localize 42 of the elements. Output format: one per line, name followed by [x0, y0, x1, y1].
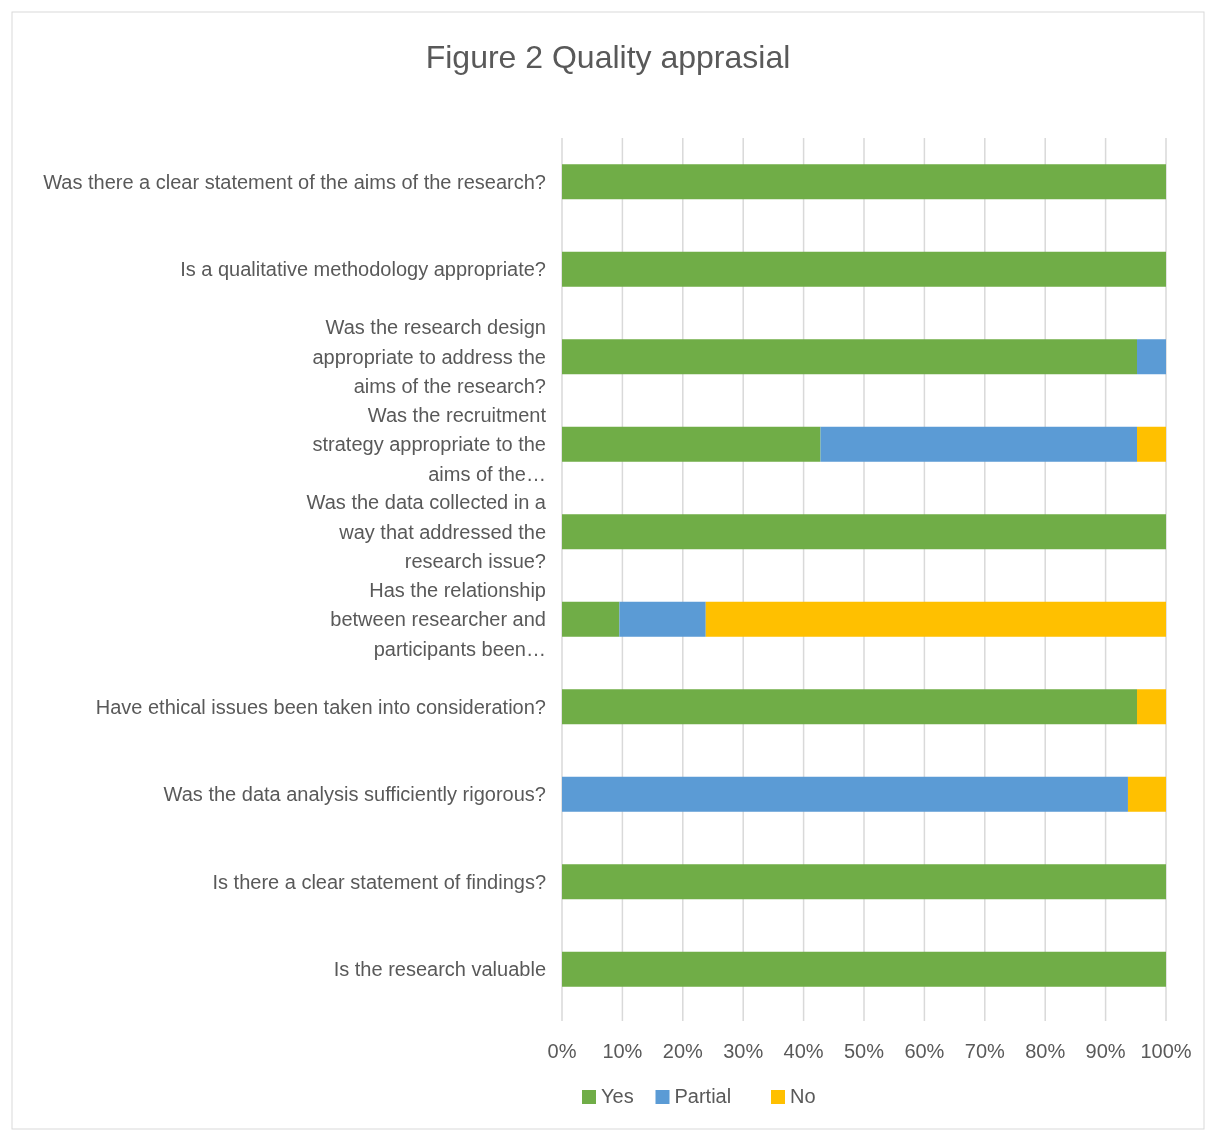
x-tick-label: 30%	[723, 1040, 764, 1062]
x-tick-label: 40%	[783, 1040, 824, 1062]
chart-title: Figure 2 Quality apprasial	[425, 39, 791, 75]
bar	[820, 426, 1138, 462]
y-tick-label: Was the data collected in a way that addressed the research issue?	[306, 491, 547, 573]
legend-label: Yes	[601, 1085, 634, 1107]
y-tick-label: Was the data analysis sufficiently rigorous?	[163, 783, 546, 806]
bar	[562, 951, 1166, 987]
bar	[1137, 426, 1166, 462]
bar	[562, 514, 1166, 550]
x-tick-label: 10%	[602, 1040, 643, 1062]
y-tick-label: Was the research design appropriate to address the aims of the research?	[312, 316, 546, 398]
x-tick-label: 20%	[662, 1040, 704, 1062]
legend-label: Partial	[674, 1085, 732, 1107]
y-tick-label: Has the relationship between researcher and participants been…	[330, 578, 546, 660]
bar	[562, 339, 1138, 375]
y-tick-label: Is the research valuable	[333, 958, 546, 981]
legend-label: No	[790, 1085, 816, 1107]
bar	[619, 601, 706, 637]
bar	[1137, 689, 1166, 725]
y-tick-label: Was the recruitment strategy appropriate to the aims of the…	[312, 403, 547, 485]
x-tick-label: 60%	[904, 1040, 945, 1062]
y-tick-label: Have ethical issues been taken into consideration?	[95, 695, 546, 718]
x-tick-label: 0%	[547, 1040, 577, 1062]
x-tick-label: 100%	[1140, 1040, 1192, 1062]
x-tick-label: 90%	[1085, 1040, 1126, 1062]
bar	[562, 689, 1138, 725]
bar	[705, 601, 1166, 637]
bar	[562, 164, 1166, 200]
bar	[562, 776, 1128, 812]
x-tick-label: 70%	[964, 1040, 1006, 1062]
x-tick-label: 50%	[843, 1040, 885, 1062]
y-tick-label: Is there a clear statement of findings?	[212, 870, 546, 893]
bar	[1137, 339, 1166, 375]
bar	[1127, 776, 1166, 812]
y-tick-label: Was there a clear statement of the aims of the research?	[43, 170, 546, 193]
y-tick-label: Is a qualitative methodology appropriate?	[180, 258, 546, 281]
x-tick-label: 80%	[1025, 1040, 1066, 1062]
bar	[562, 601, 620, 637]
bar	[562, 426, 821, 462]
bar	[562, 251, 1166, 287]
bar	[562, 864, 1166, 900]
